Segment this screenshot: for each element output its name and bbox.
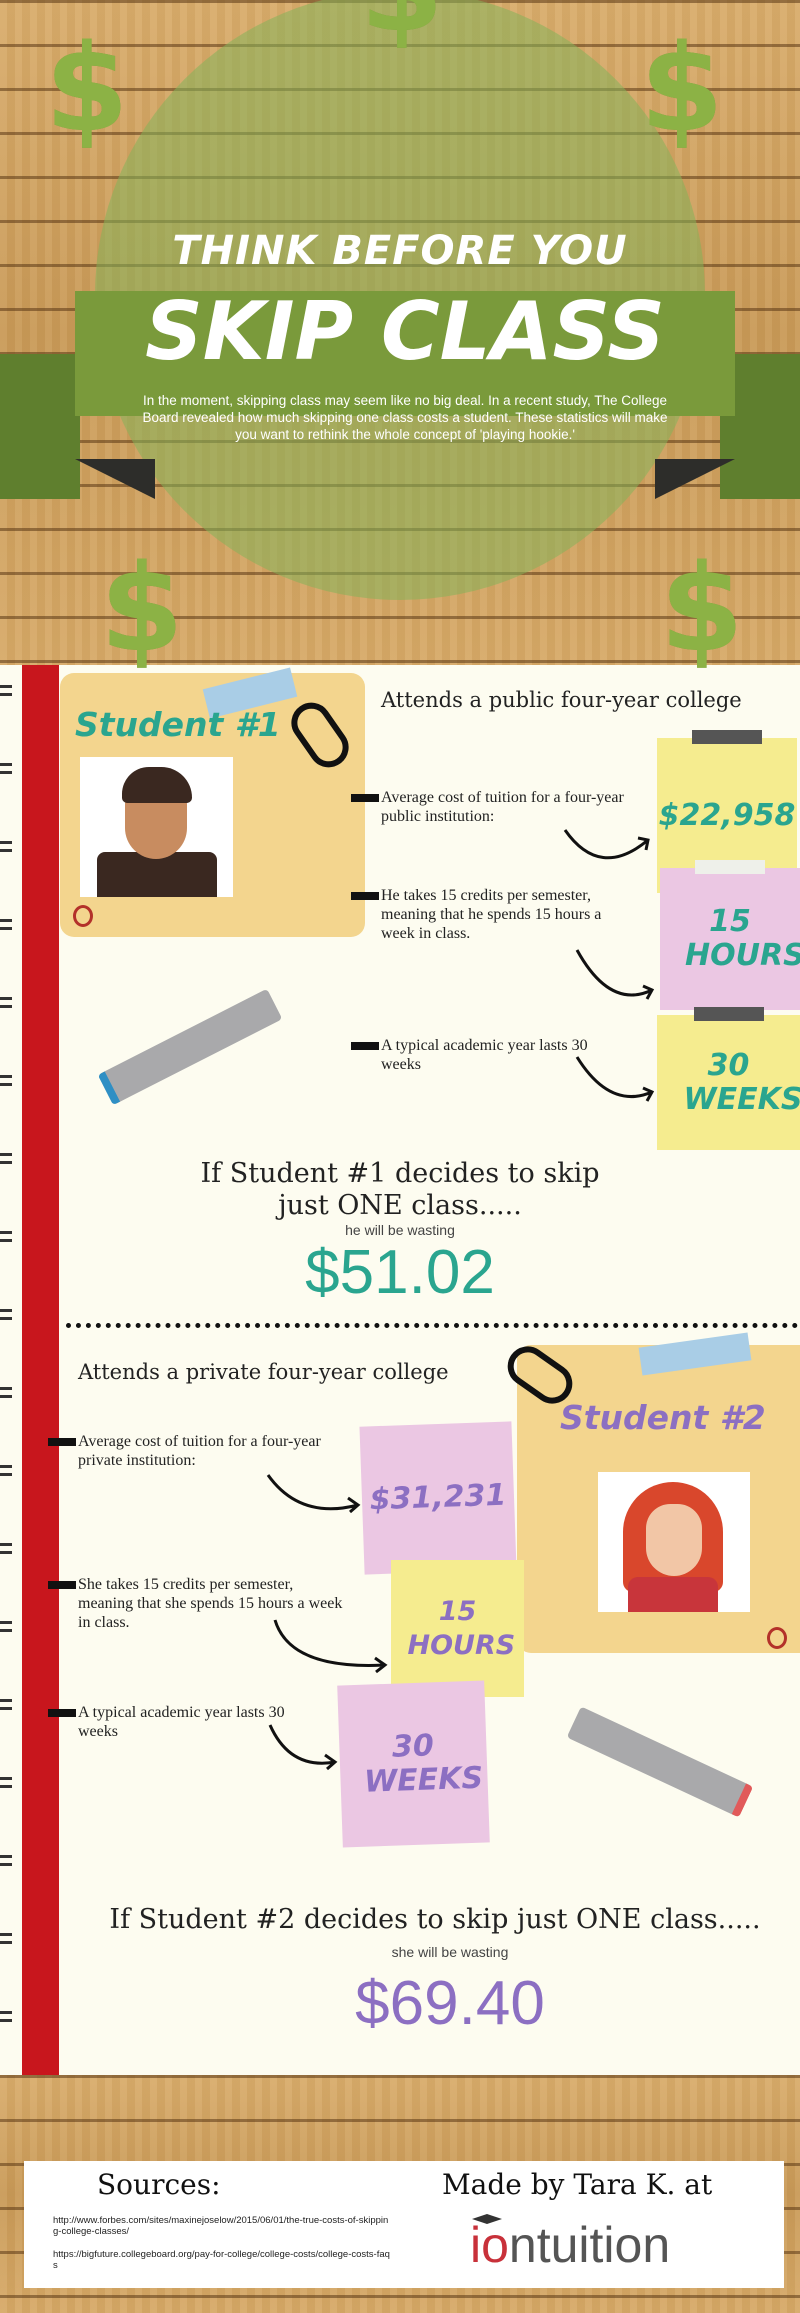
credits-box	[24, 2161, 784, 2288]
tape	[693, 1007, 764, 1021]
arrow-icon	[273, 1619, 388, 1674]
arrow-icon	[563, 829, 650, 860]
grad-cap-icon	[767, 1627, 787, 1649]
made-by: Made by Tara K. at	[442, 2168, 713, 2201]
student2-wasting: she will be wasting	[391, 1944, 509, 1960]
note-text: $22,958	[658, 797, 796, 833]
tape	[692, 730, 762, 744]
note-tuition: $31,231	[359, 1421, 517, 1575]
sources-title: Sources:	[97, 2168, 221, 2201]
banner-tail-left	[0, 354, 80, 499]
notebook-binding	[0, 665, 12, 2075]
dollar-icon: $	[100, 540, 184, 679]
student1-amount: $51.02	[305, 1238, 495, 1307]
tape	[695, 860, 765, 874]
dollar-icon: $	[360, 0, 444, 50]
grad-cap-icon	[73, 905, 93, 927]
source-link[interactable]: http://www.forbes.com/sites/maxinejoselo…	[53, 2215, 389, 2237]
note-weeks: 30 WEEKS	[657, 1007, 800, 1150]
dollar-icon: $	[640, 20, 724, 159]
iontuition-logo: iontuition	[470, 2214, 671, 2273]
grad-cap-icon	[472, 2214, 502, 2224]
note-tuition: $22,958	[657, 730, 797, 893]
student1-fact: He takes 15 credits per semester, meanin…	[351, 886, 631, 943]
student2-fact: She takes 15 credits per semester, meani…	[48, 1575, 348, 1632]
note-text: $31,231	[369, 1477, 507, 1518]
student2-fact: Average cost of tuition for a four-year …	[48, 1432, 348, 1470]
logo-text: iontuition	[470, 2217, 671, 2273]
note-text: 15 HOURS	[407, 1595, 516, 1661]
arrow-icon	[268, 1724, 338, 1771]
note-text: 15 HOURS	[685, 904, 800, 973]
student1-fact: Average cost of tuition for a four-year …	[351, 788, 651, 826]
note-weeks: 30 WEEKS	[337, 1680, 490, 1848]
arrow-icon	[575, 1056, 655, 1102]
note-text: 30 WEEKS	[363, 1728, 484, 1800]
student2-attends: Attends a private four-year college	[78, 1360, 449, 1384]
intro-text: In the moment, skipping class may seem l…	[142, 393, 668, 442]
arrow-icon	[575, 949, 655, 1000]
student1-attends: Attends a public four-year college	[381, 688, 742, 712]
student2-conclusion: If Student #2 decides to skip just ONE c…	[109, 1904, 761, 1935]
title-line1: THINK BEFORE YOU	[172, 228, 628, 274]
dollar-icon: $	[660, 540, 744, 679]
student2-fact: A typical academic year lasts 30 weeks	[48, 1703, 328, 1741]
source-link[interactable]: https://bigfuture.collegeboard.org/pay-f…	[53, 2249, 390, 2271]
red-ribbon	[22, 665, 59, 2105]
student1-fact: A typical academic year lasts 30 weeks	[351, 1036, 631, 1074]
student2-label: Student #2	[560, 1398, 766, 1437]
student1-conclusion: If Student #1 decides to skip	[200, 1158, 600, 1189]
note-hours: 15 HOURS	[660, 860, 800, 1010]
student2-avatar	[598, 1472, 750, 1612]
dollar-icon: $	[45, 20, 129, 159]
note-hours: 15 HOURS	[391, 1560, 524, 1697]
title-line2: SKIP CLASS	[145, 285, 665, 378]
dotted-divider	[66, 1323, 798, 1328]
student1-wasting: he will be wasting	[345, 1222, 455, 1238]
student1-avatar	[80, 757, 233, 897]
student1-label: Student #1	[75, 705, 281, 744]
student1-conclusion: just ONE class.....	[278, 1190, 522, 1221]
note-text: 30 WEEKS	[683, 1047, 800, 1117]
title-banner	[75, 291, 735, 416]
student2-amount: $69.40	[355, 1969, 545, 2038]
logo-accent: io	[470, 2217, 509, 2273]
arrow-icon	[266, 1474, 361, 1514]
